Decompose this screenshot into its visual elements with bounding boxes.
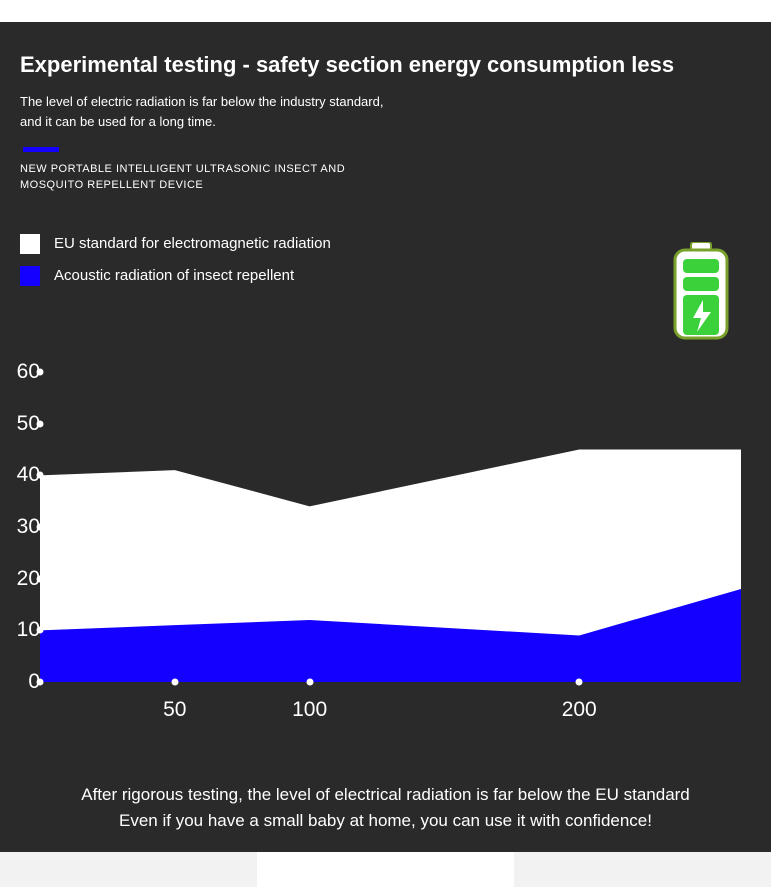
y-axis: 0102030405060: [6, 372, 40, 742]
device-line1: NEW PORTABLE INTELLIGENT ULTRASONIC INSE…: [20, 163, 345, 175]
accent-bar: [23, 147, 59, 152]
chart: 0102030405060 50 100 200: [0, 372, 771, 742]
x-axis: 50 100 200: [40, 692, 741, 732]
subtitle: The level of electric radiation is far b…: [20, 92, 751, 131]
device-line2: MOSQUITO REPELLENT DEVICE: [20, 179, 203, 191]
footer-text: After rigorous testing, the level of ele…: [0, 782, 771, 835]
x-tick-dot: [171, 679, 178, 686]
top-strip: [0, 0, 771, 22]
legend-swatch-acoustic: [20, 266, 40, 286]
legend-item-eu: EU standard for electromagnetic radiatio…: [20, 234, 751, 254]
y-tick-dot: [37, 420, 44, 427]
y-tick-dot: [37, 369, 44, 376]
legend-label-acoustic: Acoustic radiation of insect repellent: [54, 267, 294, 284]
y-tick-dot: [37, 472, 44, 479]
y-tick-dot: [37, 524, 44, 531]
legend-swatch-eu: [20, 234, 40, 254]
y-tick-dot: [37, 627, 44, 634]
x-tick-dot: [576, 679, 583, 686]
subtitle-line2: and it can be used for a long time.: [20, 114, 216, 129]
bottom-gap: [257, 852, 514, 887]
device-caption: NEW PORTABLE INTELLIGENT ULTRASONIC INSE…: [20, 162, 751, 194]
y-tick-dot: [37, 575, 44, 582]
bottom-strip: [0, 852, 771, 887]
legend: EU standard for electromagnetic radiatio…: [20, 234, 751, 286]
x-tick-label: 200: [562, 698, 597, 722]
x-tick-label: 100: [292, 698, 327, 722]
legend-item-acoustic: Acoustic radiation of insect repellent: [20, 266, 751, 286]
bottom-cell-left: [0, 852, 257, 887]
plot-area: [40, 372, 741, 682]
y-tick-dot: [37, 679, 44, 686]
legend-label-eu: EU standard for electromagnetic radiatio…: [54, 235, 331, 252]
battery-icon: [671, 242, 731, 347]
area-chart-svg: [40, 372, 741, 682]
x-tick-label: 50: [163, 698, 186, 722]
subtitle-line1: The level of electric radiation is far b…: [20, 94, 383, 109]
info-panel: Experimental testing - safety section en…: [0, 22, 771, 852]
header-block: Experimental testing - safety section en…: [0, 22, 771, 286]
title: Experimental testing - safety section en…: [20, 52, 751, 78]
bottom-cell-right: [514, 852, 771, 887]
footer-line2: Even if you have a small baby at home, y…: [119, 811, 652, 830]
x-tick-dot: [306, 679, 313, 686]
footer-line1: After rigorous testing, the level of ele…: [81, 785, 690, 804]
